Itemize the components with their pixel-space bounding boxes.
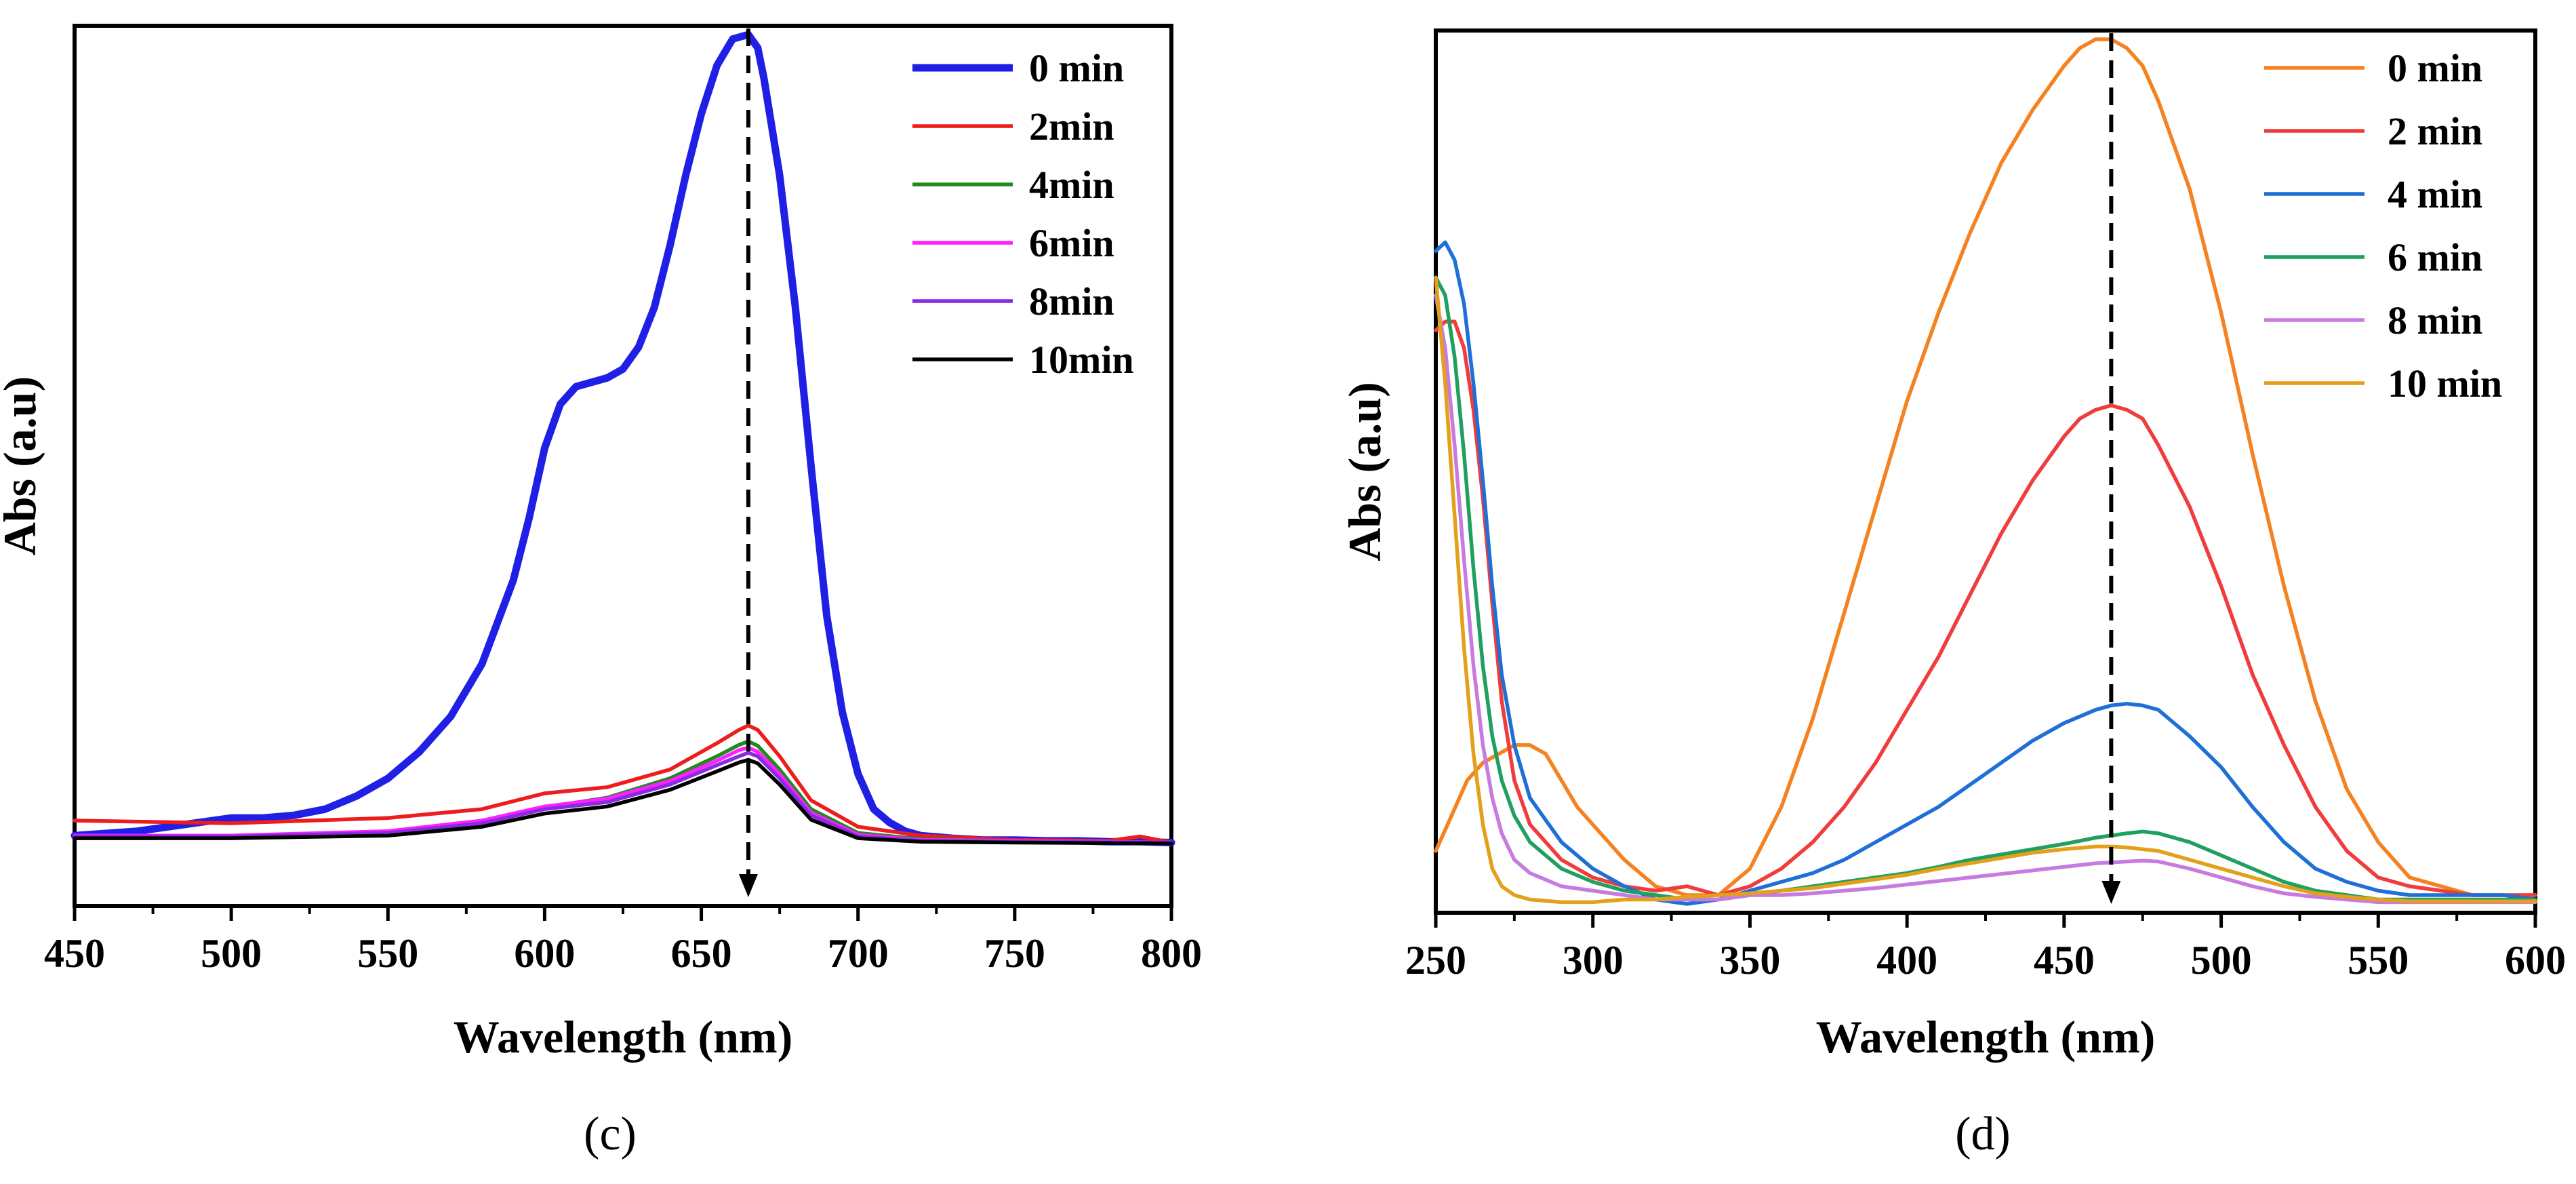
series-line-8-min xyxy=(1434,293,2537,905)
plot-frame xyxy=(1434,28,2537,915)
x-tick-label: 700 xyxy=(828,931,889,976)
x-tick-label: 550 xyxy=(357,931,418,976)
legend-label: 10min xyxy=(1029,338,1134,382)
x-tick-label: 350 xyxy=(1719,938,1780,983)
legend-label: 2min xyxy=(1029,104,1114,149)
chart-panel-c: 450 500 550 600 650 700 750 800 Wavelength (nm) A… xyxy=(0,24,1202,1160)
x-tick-label: 800 xyxy=(1141,931,1202,976)
series-line-6min xyxy=(73,745,1173,845)
x-axis-title: Wavelength (nm) xyxy=(454,1011,793,1063)
legend-label: 0 min xyxy=(1029,46,1124,90)
chart-panel-d: 250 300 350 400 450 500 550 600 Wavelength (nm) A… xyxy=(1339,28,2566,1160)
arrow-head xyxy=(2101,880,2121,904)
legend-label: 6min xyxy=(1029,221,1114,265)
panel-label: (d) xyxy=(1955,1108,2011,1160)
series-line-2-min xyxy=(1434,319,2537,897)
x-tick-label: 400 xyxy=(1876,938,1937,983)
series-line-10min xyxy=(73,757,1173,846)
series-line-2min xyxy=(73,724,1173,845)
x-tick-label: 600 xyxy=(514,931,575,976)
legend-label: 0 min xyxy=(2388,46,2482,90)
series-line-4-min xyxy=(1434,240,2537,906)
x-tick-label: 600 xyxy=(2505,938,2566,983)
panel-label: (c) xyxy=(584,1108,637,1160)
x-tick-label: 500 xyxy=(2191,938,2252,983)
x-tick-label: 750 xyxy=(984,931,1045,976)
x-tick-label: 450 xyxy=(44,931,105,976)
legend-label: 2 min xyxy=(2388,109,2482,153)
series-line-0-min xyxy=(1434,37,2537,897)
series-line-10-min xyxy=(1434,275,2537,905)
x-tick-label: 500 xyxy=(201,931,262,976)
x-tick-label: 550 xyxy=(2348,938,2409,983)
x-tick-label: 650 xyxy=(671,931,732,976)
legend-label: 4min xyxy=(1029,163,1114,207)
series-line-6-min xyxy=(1434,275,2537,902)
legend-label: 10 min xyxy=(2388,361,2502,406)
arrow-head xyxy=(738,874,758,898)
legend-label: 8 min xyxy=(2388,298,2482,342)
x-tick-label: 450 xyxy=(2034,938,2095,983)
x-tick-label: 300 xyxy=(1563,938,1624,983)
legend-label: 4 min xyxy=(2388,172,2482,216)
series-line-0-min xyxy=(71,31,1175,846)
x-axis-title: Wavelength (nm) xyxy=(1816,1011,2156,1063)
series-line-4min xyxy=(73,739,1173,845)
y-axis-title: Abs (a.u) xyxy=(0,376,45,556)
x-tick-label: 250 xyxy=(1405,938,1466,983)
series-line-8min xyxy=(73,751,1173,845)
legend-label: 8min xyxy=(1029,279,1114,323)
legend-label: 6 min xyxy=(2388,235,2482,279)
plot-frame xyxy=(73,24,1173,908)
y-axis-title: Abs (a.u) xyxy=(1339,382,1390,561)
